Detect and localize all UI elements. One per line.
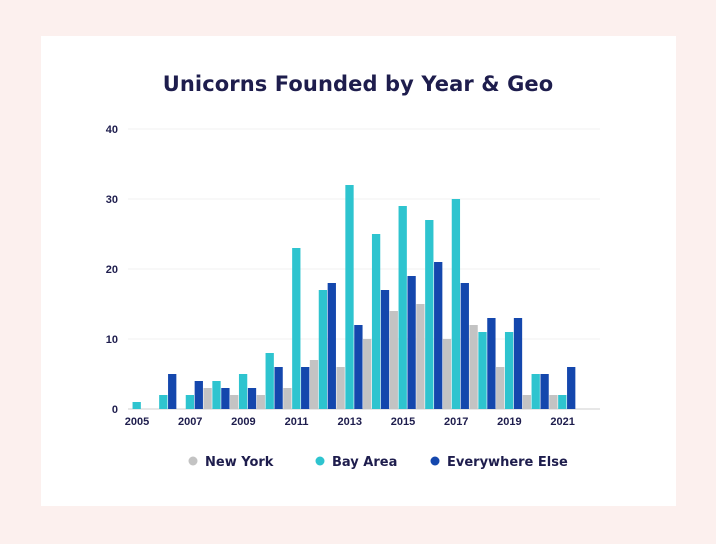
- y-tick-label: 40: [106, 124, 118, 136]
- legend: New York Bay Area Everywhere Else: [188, 455, 568, 470]
- bar: [283, 388, 292, 409]
- bar: [203, 388, 212, 409]
- legend-label: Everywhere Else: [447, 455, 568, 470]
- bar: [567, 367, 576, 409]
- y-tick-label: 30: [106, 194, 118, 206]
- bar: [301, 367, 310, 409]
- bar: [274, 367, 283, 409]
- bar: [496, 367, 505, 409]
- bar: [389, 311, 398, 409]
- x-tick-label: 2019: [497, 416, 521, 428]
- bar: [336, 367, 345, 409]
- bar: [327, 283, 336, 409]
- bar: [363, 339, 372, 409]
- bar: [425, 220, 434, 409]
- bar: [238, 374, 248, 409]
- legend-marker: [430, 456, 440, 466]
- bar: [407, 276, 416, 409]
- bar: [159, 395, 168, 409]
- bar: [460, 283, 469, 409]
- x-tick-label: 2017: [444, 416, 468, 428]
- bar: [487, 318, 496, 409]
- bar: [185, 395, 195, 409]
- bar: [221, 388, 230, 409]
- bar: [442, 339, 452, 409]
- x-tick-label: 2015: [391, 416, 415, 428]
- y-axis-ticks: 0 10 20 30 40: [106, 124, 118, 416]
- bar: [540, 374, 549, 409]
- bar: [345, 185, 354, 409]
- x-tick-label: 2009: [231, 416, 255, 428]
- x-tick-label: 2021: [550, 416, 574, 428]
- bar: [434, 262, 443, 409]
- bar: [371, 234, 381, 409]
- y-tick-label: 20: [106, 264, 118, 276]
- bar: [522, 395, 531, 409]
- bar: [256, 395, 265, 409]
- x-tick-label: 2013: [338, 416, 362, 428]
- bar: [212, 381, 221, 409]
- bar: [531, 374, 540, 409]
- bar: [513, 318, 523, 409]
- bar: [247, 388, 257, 409]
- bar: [398, 206, 407, 409]
- bar: [168, 374, 177, 409]
- bar: [558, 395, 567, 409]
- bar: [292, 248, 301, 409]
- legend-item: New York: [188, 455, 274, 470]
- legend-marker: [188, 456, 198, 466]
- bars: [132, 185, 576, 409]
- y-tick-label: 0: [112, 404, 118, 416]
- x-tick-label: 2007: [178, 416, 202, 428]
- legend-item: Everywhere Else: [430, 455, 568, 470]
- bar: [451, 199, 461, 409]
- chart-title: Unicorns Founded by Year & Geo: [162, 72, 554, 96]
- x-axis-ticks: 2005 2007 2009 2011 2013 2015 2017 2019 2021: [125, 416, 575, 428]
- x-tick-label: 2011: [285, 416, 309, 428]
- bar: [380, 290, 390, 409]
- bar: [354, 325, 363, 409]
- bar: [194, 381, 203, 409]
- chart-card: [41, 36, 676, 506]
- bar: [318, 290, 328, 409]
- bar: [416, 304, 425, 409]
- legend-label: New York: [205, 455, 274, 470]
- legend-label: Bay Area: [332, 455, 397, 470]
- bar: [309, 360, 319, 409]
- bar: [478, 332, 487, 409]
- x-tick-label: 2005: [125, 416, 149, 428]
- legend-item: Bay Area: [315, 455, 397, 470]
- legend-marker: [315, 456, 325, 466]
- bar: [230, 395, 239, 409]
- bar: [504, 332, 514, 409]
- bar: [265, 353, 274, 409]
- bar: [549, 395, 558, 409]
- bar: [132, 402, 141, 409]
- y-tick-label: 10: [106, 334, 118, 346]
- bar: [469, 325, 478, 409]
